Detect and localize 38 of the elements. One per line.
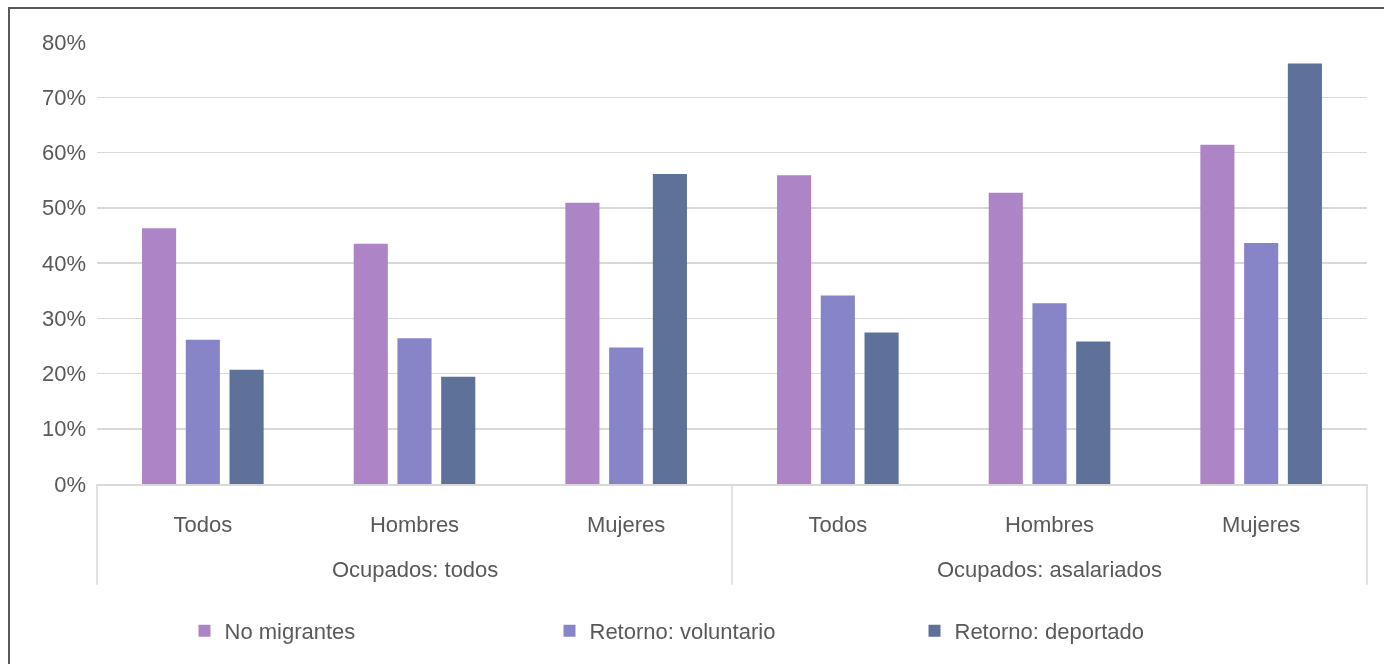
- y-tick-label: 70%: [41, 84, 86, 110]
- bar: [1287, 63, 1322, 484]
- x-tick-label: Hombres: [369, 511, 460, 537]
- bar: [609, 347, 644, 484]
- x-tick-label: Todos: [808, 511, 868, 537]
- y-tick-label: 30%: [41, 305, 86, 331]
- bar: [185, 339, 220, 484]
- x-tick-label: Mujeres: [587, 511, 666, 537]
- bar: [652, 174, 687, 484]
- text: Ocupados: asalariados: [937, 557, 1163, 582]
- legend-label: No migrantes: [224, 619, 356, 645]
- x-tick-label: Todos: [173, 511, 233, 537]
- bar: [820, 295, 855, 484]
- bar: [441, 376, 476, 484]
- y-tick-label: 60%: [41, 140, 86, 166]
- bar: [142, 228, 177, 484]
- bar: [1032, 303, 1067, 484]
- bar: [1076, 341, 1111, 484]
- bar: [777, 175, 812, 484]
- legend-label: Retorno: deportado: [954, 619, 1145, 645]
- legend-label: Retorno: voluntario: [589, 619, 776, 645]
- y-tick-label: 50%: [41, 195, 86, 221]
- x-tick-label: Mujeres: [1222, 511, 1301, 537]
- text: Ocupados: todos: [332, 557, 499, 582]
- y-tick-label: 10%: [41, 416, 86, 442]
- bar: [988, 192, 1023, 484]
- y-tick-label: 40%: [41, 250, 86, 276]
- x-tick-label: Hombres: [1004, 511, 1095, 537]
- bar: [565, 202, 600, 484]
- bar: [229, 369, 264, 484]
- y-tick-label: 80%: [41, 29, 86, 55]
- bar: [353, 243, 388, 484]
- bar: [1200, 144, 1235, 484]
- y-tick-label: 20%: [41, 361, 86, 387]
- bar: [397, 338, 432, 484]
- bar: [864, 332, 899, 484]
- bar: [1244, 243, 1279, 484]
- y-tick-label: 0%: [54, 471, 86, 497]
